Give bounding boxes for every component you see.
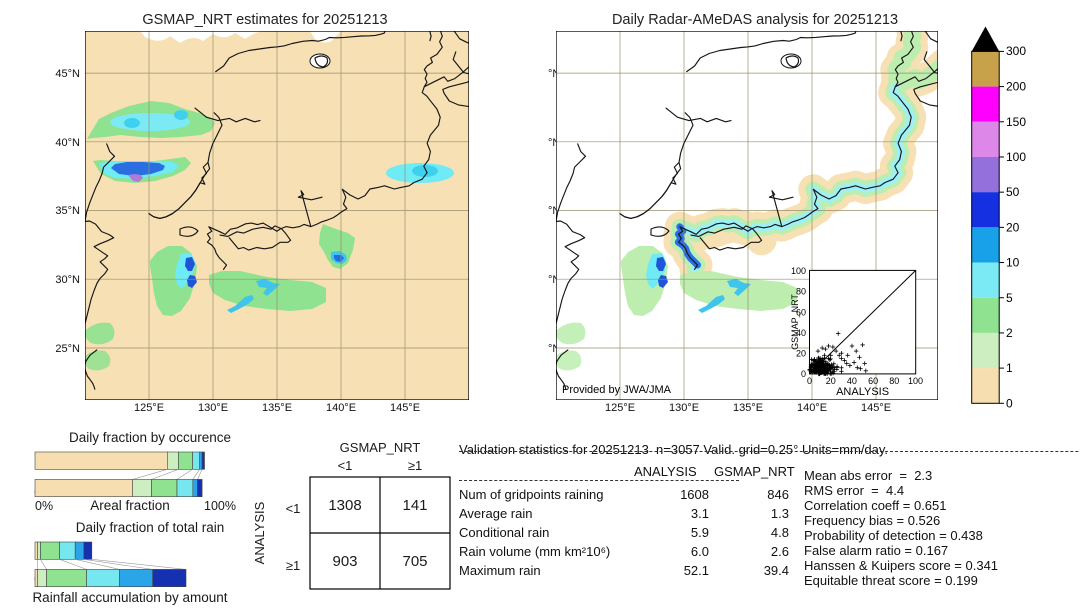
svg-text:Daily fraction by occurence: Daily fraction by occurence	[69, 430, 231, 445]
svg-text:100: 100	[1006, 150, 1026, 164]
svg-text:1308: 1308	[328, 497, 361, 514]
svg-text:Provided by JWA/JMA: Provided by JWA/JMA	[562, 384, 672, 396]
svg-text:<1: <1	[338, 458, 353, 473]
svg-text:0: 0	[801, 369, 806, 379]
svg-text:20: 20	[826, 376, 836, 386]
svg-text:GSMAP_NRT: GSMAP_NRT	[790, 294, 800, 350]
svg-text:10: 10	[1006, 256, 1020, 270]
svg-text:40: 40	[847, 376, 857, 386]
svg-text:1: 1	[1006, 361, 1013, 375]
svg-text:300: 300	[1006, 44, 1026, 58]
svg-text:ANALYSIS: ANALYSIS	[252, 501, 267, 564]
svg-text:Daily fraction of total rain: Daily fraction of total rain	[76, 520, 225, 535]
svg-text:50: 50	[1006, 185, 1020, 199]
svg-text:0%: 0%	[35, 499, 53, 513]
svg-text:903: 903	[332, 553, 357, 570]
svg-text:Areal fraction: Areal fraction	[90, 498, 170, 513]
svg-text:GSMAP_NRT: GSMAP_NRT	[340, 440, 421, 455]
svg-text:100: 100	[791, 266, 806, 276]
svg-text:20: 20	[1006, 220, 1020, 234]
svg-text:2: 2	[1006, 326, 1013, 340]
svg-text:≥1: ≥1	[286, 558, 300, 573]
svg-text:60: 60	[868, 376, 878, 386]
svg-text:ANALYSIS: ANALYSIS	[836, 386, 889, 398]
svg-text:5: 5	[1006, 291, 1013, 305]
svg-text:200: 200	[1006, 80, 1026, 94]
svg-text:≥1: ≥1	[408, 458, 422, 473]
svg-text:0: 0	[807, 376, 812, 386]
svg-text:80: 80	[889, 376, 899, 386]
svg-text:705: 705	[402, 553, 427, 570]
svg-text:100%: 100%	[204, 499, 236, 513]
svg-text:141: 141	[402, 497, 427, 514]
svg-text:<1: <1	[286, 501, 301, 516]
svg-text:150: 150	[1006, 115, 1026, 129]
svg-text:Rainfall accumulation by amoun: Rainfall accumulation by amount	[32, 590, 227, 605]
svg-text:0: 0	[1006, 396, 1013, 410]
svg-text:100: 100	[908, 376, 923, 386]
